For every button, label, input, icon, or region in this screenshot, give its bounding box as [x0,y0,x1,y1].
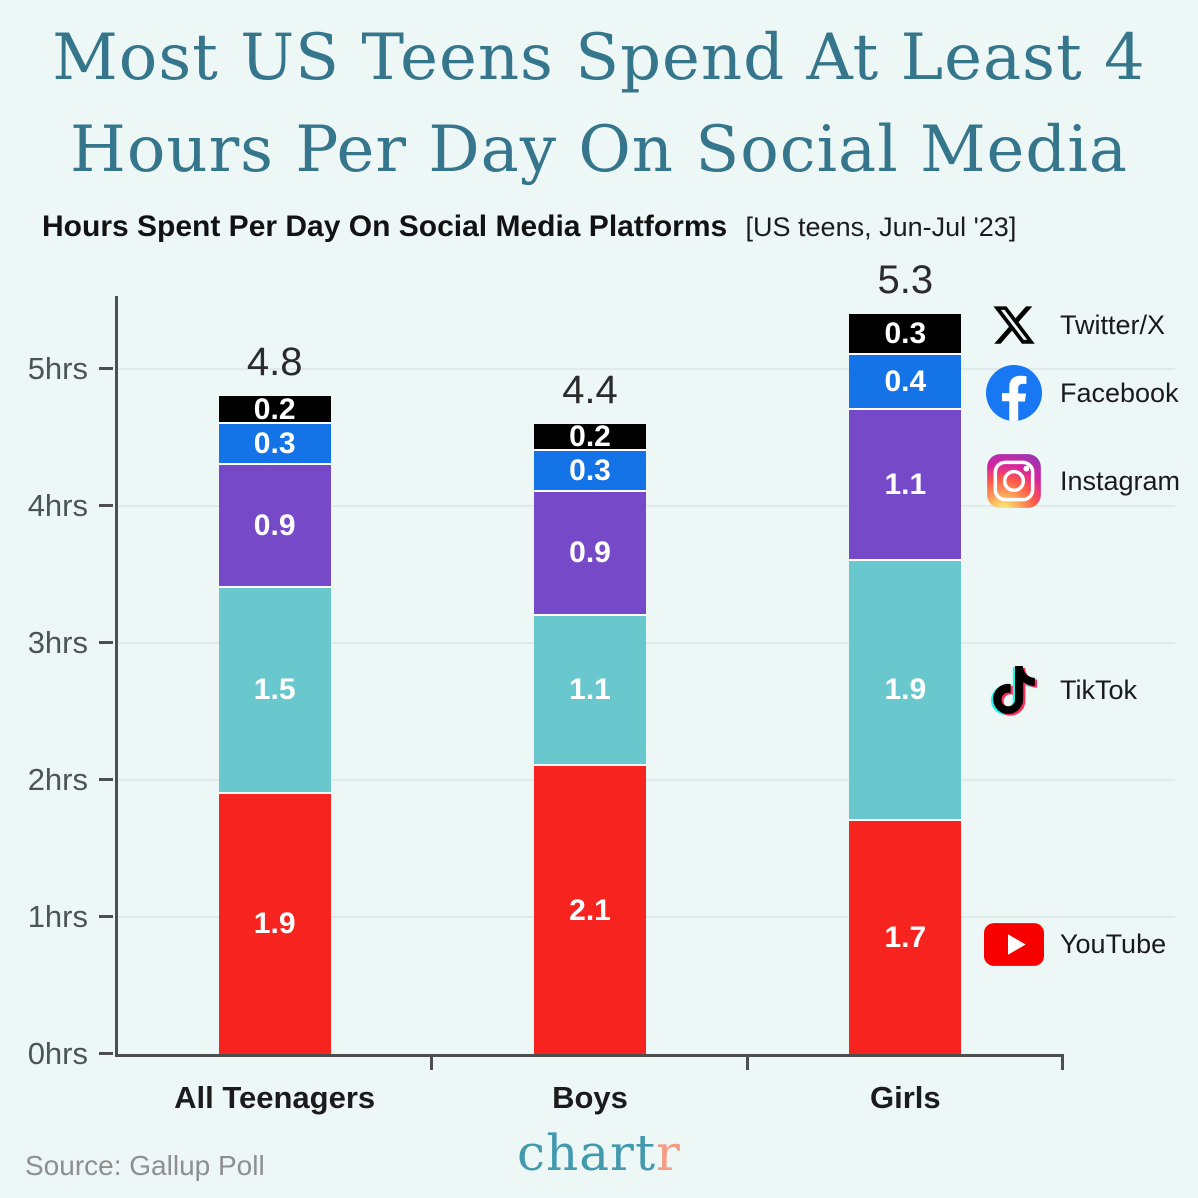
segment-value-label: 1.1 [569,673,611,707]
x-axis-label: All Teenagers [174,1080,376,1115]
y-axis-tick [99,504,113,507]
bar-segment-twitter-x-all-teenagers: 0.2 [218,392,331,426]
legend-label: YouTube [1060,928,1167,959]
bar-segment-youtube-all-teenagers: 1.9 [218,793,331,1054]
bar-total-label: 5.3 [877,258,934,303]
subtitle-main: Hours Spent Per Day On Social Media Plat… [42,210,728,243]
y-axis-label: 1hrs [27,899,88,934]
bar-segment-instagram-girls: 1.1 [849,410,962,561]
segment-value-label: 0.3 [884,317,927,351]
segment-value-label: 0.4 [884,365,927,399]
y-axis-tick [99,641,113,644]
legend-label: Facebook [1060,377,1179,408]
y-axis-line [115,296,118,1057]
x-axis-label: Girls [870,1080,941,1115]
y-axis-tick [99,1052,113,1055]
segment-value-label: 1.7 [884,921,927,955]
segment-value-label: 0.9 [569,536,611,570]
bar-total-label: 4.8 [246,340,303,385]
bar-segment-youtube-boys: 2.1 [534,766,646,1054]
y-axis-label: 2hrs [27,762,88,797]
bar-segment-instagram-boys: 0.9 [534,492,646,616]
chart-subtitle: Hours Spent Per Day On Social Media Plat… [42,210,1178,244]
bar-segment-tiktok-boys: 1.1 [534,615,646,767]
legend-item-facebook: Facebook [984,365,1198,421]
tiktok-icon [984,662,1044,718]
legend-item-youtube: YouTube [984,921,1198,967]
chartr-logo: chartr [0,1124,1198,1182]
segment-value-label: 0.3 [569,454,611,488]
y-axis-tick [99,367,113,370]
bar-segment-instagram-all-teenagers: 0.9 [218,464,331,589]
segment-value-label: 1.9 [253,907,296,941]
source-note: Source: Gallup Poll [25,1150,265,1181]
legend-item-twitter-x: Twitter/X [984,301,1198,349]
youtube-icon [984,922,1044,966]
gridline [117,368,1175,370]
twitter-x-icon [984,302,1044,348]
x-axis-tick [745,1054,749,1070]
bar-segment-facebook-all-teenagers: 0.3 [218,423,331,465]
segment-value-label: 0.9 [253,509,296,543]
bar-segment-facebook-boys: 0.3 [534,451,646,493]
facebook-icon [984,365,1044,421]
title-line-1: Most US Teens Spend At Least 4 [52,21,1146,95]
page-title: Most US Teens Spend At Least 4 Hours Per… [0,12,1198,196]
legend-item-tiktok: TikTok [984,662,1198,718]
bar-girls: 1.7 1.9 1.1 0.4 0.3 [849,314,962,1054]
x-axis-line [115,1054,1063,1057]
segment-value-label: 0.3 [253,426,296,460]
legend-label: TikTok [1060,674,1138,705]
segment-value-label: 1.1 [884,467,927,501]
bar-segment-facebook-girls: 0.4 [849,355,962,411]
gridline [117,505,1175,507]
chartr-logo-r: r [656,1124,681,1182]
segment-value-label: 1.9 [884,673,927,707]
title-line-2: Hours Per Day On Social Media [70,113,1128,187]
legend-item-instagram: Instagram [984,453,1198,509]
x-axis-label: Boys [552,1080,628,1115]
segment-value-label: 1.5 [253,673,296,707]
y-axis-label: 0hrs [27,1036,88,1071]
gridline [117,916,1175,918]
bar-segment-youtube-girls: 1.7 [849,821,962,1054]
chartr-logo-chart: chart [517,1124,657,1182]
gridline [117,779,1175,781]
y-axis-tick [99,778,113,781]
y-axis-tick [99,915,113,918]
bar-segment-tiktok-girls: 1.9 [849,560,962,822]
instagram-icon [984,453,1044,509]
y-axis-label: 4hrs [27,488,88,523]
x-axis-tick [1061,1054,1064,1070]
y-axis-label: 3hrs [27,625,88,660]
bar-boys: 2.1 1.1 0.9 0.3 0.2 [534,420,646,1054]
bar-segment-twitter-x-girls: 0.3 [849,314,962,356]
bar-total-label: 4.4 [562,367,618,412]
y-axis-label: 5hrs [27,351,88,386]
segment-value-label: 0.2 [569,420,611,454]
legend-label: Twitter/X [1060,309,1166,340]
gridline [117,642,1175,644]
subtitle-note: [US teens, Jun-Jul '23] [745,212,1017,242]
bar-segment-tiktok-all-teenagers: 1.5 [218,588,331,794]
bar-segment-twitter-x-boys: 0.2 [534,420,646,454]
legend-label: Instagram [1060,465,1181,496]
bar-all-teenagers: 1.9 1.5 0.9 0.3 0.2 [218,392,331,1054]
segment-value-label: 0.2 [253,392,296,426]
segment-value-label: 2.1 [569,893,611,927]
x-axis-tick [430,1054,434,1070]
